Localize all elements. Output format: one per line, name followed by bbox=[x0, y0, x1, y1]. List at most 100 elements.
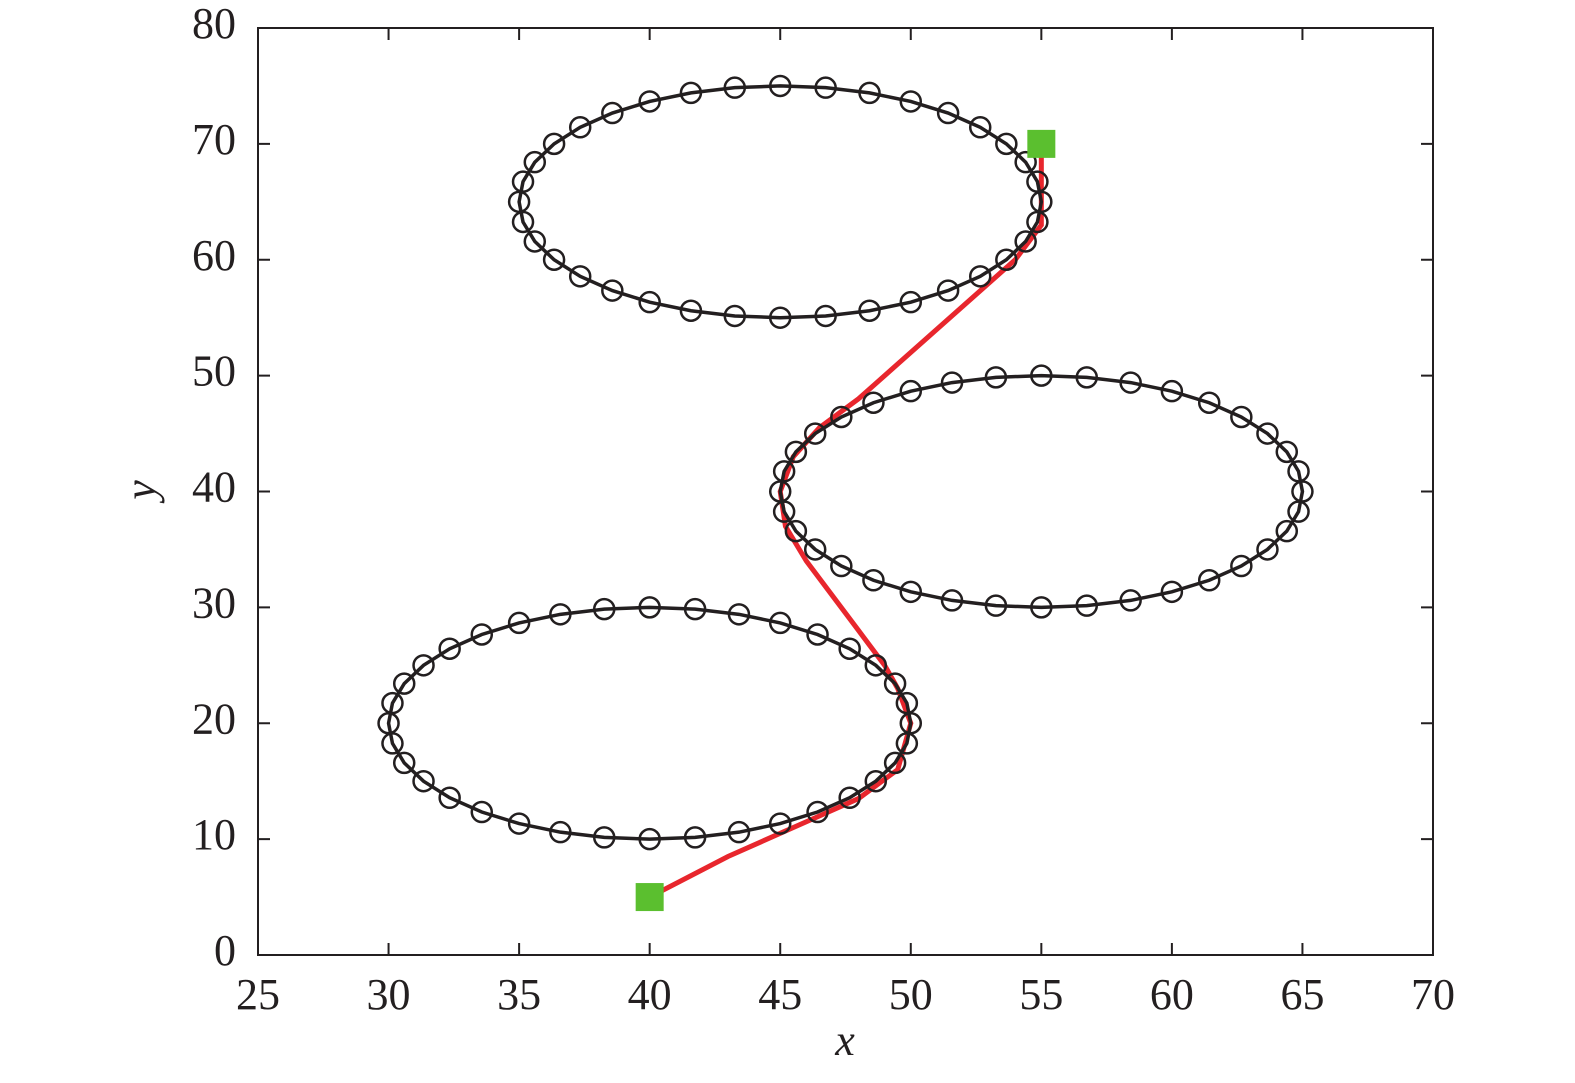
point-marker bbox=[601, 101, 624, 125]
point-marker bbox=[683, 826, 707, 849]
point-marker bbox=[412, 654, 435, 677]
point-marker bbox=[1230, 554, 1253, 578]
point-marker bbox=[1275, 440, 1299, 464]
point-marker bbox=[768, 812, 792, 835]
point-marker bbox=[806, 800, 829, 824]
point-marker bbox=[936, 101, 960, 125]
point-marker bbox=[858, 299, 881, 322]
point-marker bbox=[899, 290, 923, 314]
point-marker bbox=[864, 769, 888, 793]
point-marker bbox=[814, 304, 837, 328]
series-line bbox=[648, 143, 1044, 900]
point-marker bbox=[803, 538, 827, 561]
x-tick-label: 35 bbox=[497, 970, 541, 1019]
point-marker bbox=[1119, 371, 1142, 394]
point-marker bbox=[727, 820, 751, 844]
point-marker bbox=[858, 81, 881, 105]
point-marker bbox=[1075, 594, 1099, 617]
point-marker bbox=[568, 116, 592, 139]
point-marker bbox=[830, 405, 853, 429]
point-marker bbox=[1230, 405, 1253, 429]
point-marker bbox=[784, 440, 808, 464]
x-tick-label: 55 bbox=[1019, 970, 1063, 1019]
point-marker bbox=[542, 248, 566, 271]
point-marker bbox=[1026, 170, 1049, 193]
point-marker bbox=[1197, 569, 1221, 592]
point-marker bbox=[542, 132, 566, 156]
point-marker bbox=[838, 786, 861, 810]
point-marker bbox=[727, 603, 751, 626]
point-marker bbox=[936, 279, 960, 302]
point-marker bbox=[883, 672, 907, 695]
point-marker bbox=[1030, 364, 1053, 387]
x-tick-label: 40 bbox=[628, 970, 672, 1019]
point-marker bbox=[995, 248, 1018, 271]
point-marker bbox=[968, 265, 992, 288]
point-marker bbox=[592, 826, 616, 849]
point-marker bbox=[1026, 210, 1049, 234]
x-tick-label: 45 bbox=[758, 970, 802, 1019]
point-marker bbox=[984, 594, 1008, 617]
x-tick-label: 65 bbox=[1280, 970, 1324, 1019]
point-marker bbox=[784, 519, 808, 543]
point-marker bbox=[814, 76, 837, 99]
point-marker bbox=[1256, 422, 1279, 445]
point-marker bbox=[683, 597, 707, 621]
point-marker bbox=[638, 90, 661, 113]
point-marker bbox=[768, 306, 792, 329]
point-marker bbox=[549, 820, 572, 844]
point-marker bbox=[381, 732, 404, 755]
point-marker bbox=[412, 769, 435, 793]
point-marker bbox=[862, 569, 885, 592]
point-marker bbox=[1287, 460, 1310, 483]
series-line bbox=[778, 373, 1305, 610]
point-marker bbox=[1014, 230, 1037, 253]
point-marker bbox=[768, 74, 792, 98]
point-marker bbox=[895, 691, 919, 715]
point-marker bbox=[511, 210, 535, 234]
y-tick-label: 80 bbox=[192, 0, 236, 48]
point-marker bbox=[862, 391, 885, 414]
series-line bbox=[386, 605, 913, 841]
point-marker bbox=[1014, 150, 1037, 174]
point-marker bbox=[838, 637, 861, 660]
point-marker bbox=[1119, 589, 1142, 612]
series-line bbox=[517, 84, 1044, 320]
point-marker bbox=[523, 230, 547, 253]
y-tick-label: 40 bbox=[192, 463, 236, 512]
point-marker bbox=[392, 672, 416, 695]
point-marker bbox=[507, 812, 531, 835]
point-marker bbox=[940, 589, 964, 612]
point-marker bbox=[638, 827, 661, 851]
point-marker bbox=[638, 290, 661, 314]
point-marker bbox=[1197, 391, 1221, 414]
point-marker bbox=[679, 81, 703, 105]
y-tick-label: 0 bbox=[214, 926, 236, 975]
point-marker bbox=[803, 422, 827, 445]
plot-frame bbox=[257, 27, 1434, 956]
point-marker bbox=[438, 637, 461, 660]
x-tick-label: 25 bbox=[236, 970, 280, 1019]
point-marker bbox=[592, 597, 616, 621]
point-marker bbox=[1030, 596, 1053, 619]
x-tick-label: 70 bbox=[1411, 970, 1455, 1019]
y-tick-label: 50 bbox=[192, 347, 236, 396]
point-marker bbox=[883, 751, 907, 775]
point-marker bbox=[1256, 538, 1279, 561]
point-marker bbox=[1075, 366, 1099, 389]
point-marker bbox=[723, 76, 747, 99]
point-marker bbox=[995, 132, 1018, 156]
point-marker bbox=[968, 116, 992, 139]
point-marker bbox=[635, 883, 664, 912]
y-tick-label: 60 bbox=[192, 231, 236, 280]
point-marker bbox=[679, 299, 703, 322]
x-tick-label: 30 bbox=[367, 970, 411, 1019]
point-marker bbox=[523, 150, 547, 174]
point-marker bbox=[438, 786, 461, 810]
point-marker bbox=[984, 366, 1008, 389]
point-marker bbox=[601, 279, 624, 302]
x-tick-label: 50 bbox=[889, 970, 933, 1019]
point-marker bbox=[899, 379, 923, 403]
